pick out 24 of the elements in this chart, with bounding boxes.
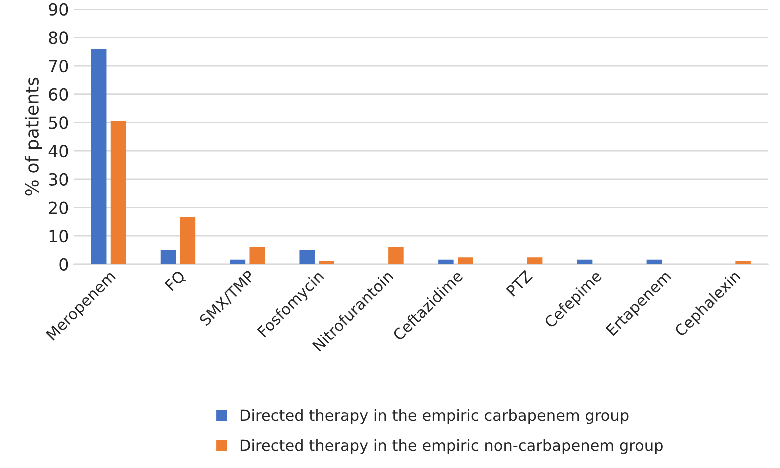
- bar: [438, 260, 454, 264]
- y-tick-label: 60: [49, 88, 68, 101]
- y-tick-label: 20: [49, 202, 68, 214]
- bar: [160, 250, 176, 264]
- bar: [458, 258, 474, 264]
- y-tick-label: 80: [49, 32, 68, 44]
- bar: [300, 250, 315, 264]
- y-tick-label: 30: [49, 173, 68, 186]
- y-tick-label: 90: [49, 3, 68, 16]
- y-tick-label: 50: [49, 116, 68, 130]
- legend-label: Directed therapy in the empiric non-carbapenem group: [240, 439, 663, 454]
- legend-label: Directed therapy in the empiric carbapenem group: [240, 409, 629, 424]
- y-axis-title: % of patients: [25, 78, 42, 196]
- y-tick-label: 10: [50, 230, 68, 243]
- bar: [91, 49, 107, 264]
- y-tick-label: 0: [60, 258, 68, 271]
- bar: [527, 258, 543, 264]
- bar: [250, 247, 266, 264]
- y-tick-label: 70: [49, 60, 68, 73]
- bar: [180, 217, 196, 264]
- y-tick-label: 40: [48, 145, 68, 158]
- bar: [388, 247, 404, 264]
- bar: [110, 121, 126, 264]
- x-tick-label: FQ: [164, 270, 188, 293]
